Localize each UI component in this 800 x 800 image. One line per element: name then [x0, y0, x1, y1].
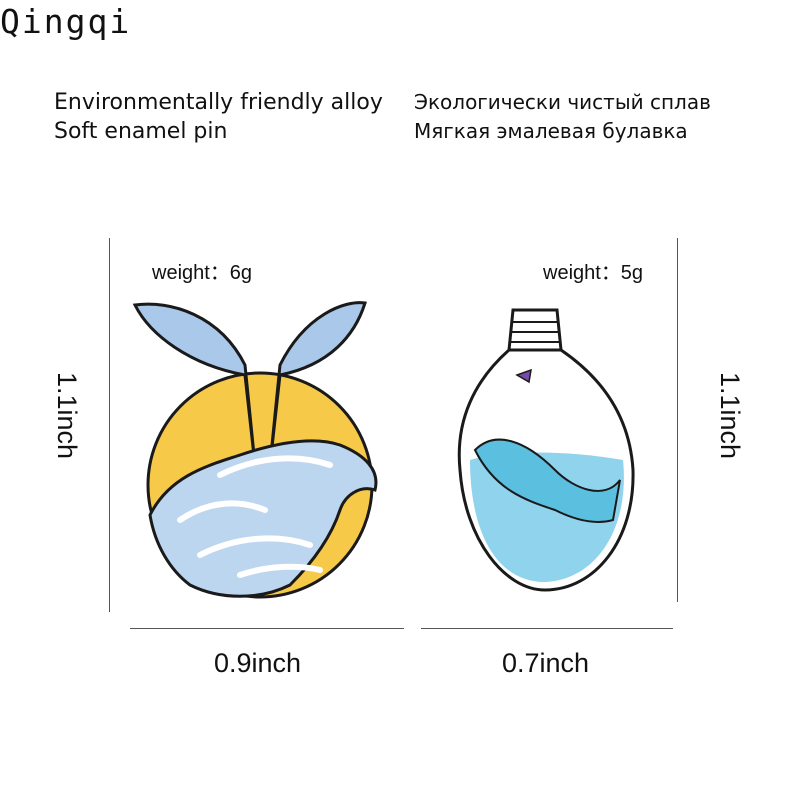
height-dimension-line-left [109, 238, 110, 612]
description-english: Environmentally friendly alloy Soft enam… [54, 88, 383, 146]
bulb-cap [507, 308, 563, 352]
height-label-left: 1.1inch [52, 372, 82, 460]
description-line: Мягкая эмалевая булавка [414, 119, 688, 143]
description-line: Soft enamel pin [54, 119, 228, 144]
width-dimension-line-right [421, 628, 673, 629]
width-dimension-line-left [130, 628, 404, 629]
lightbulb-whale-pin-image [457, 308, 635, 592]
boat [515, 368, 532, 384]
weight-label-left: weight：6g [152, 262, 253, 284]
whale [473, 438, 621, 523]
waves [148, 439, 378, 598]
whale-tail-pin-image [132, 301, 378, 599]
whale-tail [132, 301, 367, 467]
width-label-right: 0.7inch [502, 648, 590, 678]
height-dimension-line-right [677, 238, 678, 602]
description-line: Environmentally friendly alloy [54, 90, 383, 115]
weight-label-right: weight：5g [543, 262, 644, 284]
description-russian: Экологически чистый сплав Мягкая эмалева… [414, 88, 711, 146]
height-label-right: 1.1inch [715, 372, 745, 460]
description-line: Экологически чистый сплав [414, 90, 711, 114]
brand-logo: Qingqi [0, 2, 132, 41]
width-label-left: 0.9inch [214, 648, 302, 678]
